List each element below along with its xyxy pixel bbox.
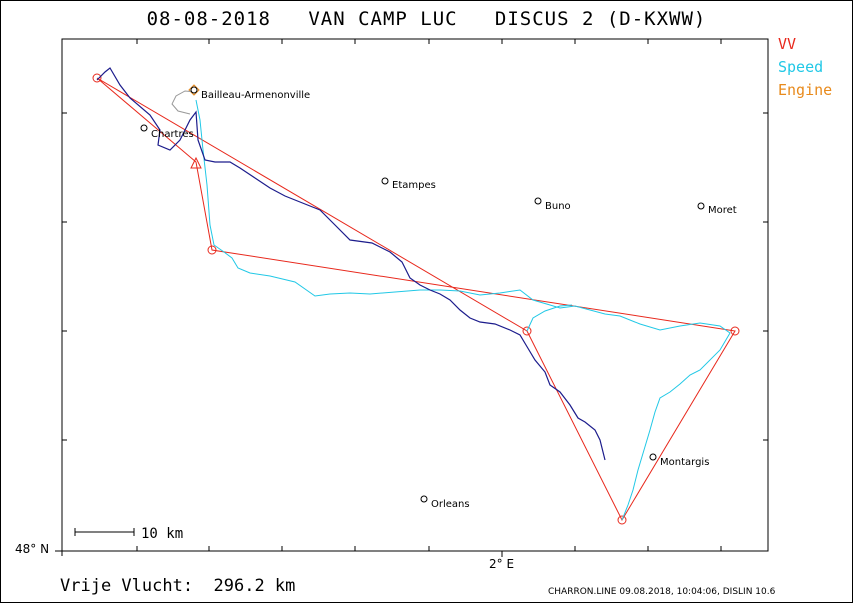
speed-track [195,99,731,521]
turnpoint-2 [730,326,740,336]
town-label-bailleau: Bailleau-Armenonville [201,90,310,101]
town-label-moret: Moret [708,205,737,216]
town-marker-orleans [420,495,428,503]
town-label-orleans: Orleans [431,499,470,510]
town-marker-moret [697,202,705,210]
town-marker-bailleau [190,86,198,94]
flight-title: 08-08-2018 VAN CAMP LUC DISCUS 2 (D-KXWW… [146,8,707,30]
legend-speed: Speed [778,58,824,76]
turnpoint-start [92,73,102,83]
town-marker-montargis [649,453,657,461]
vv-track [96,67,606,461]
engine-marker [188,84,200,96]
longitude-label: 2° E [489,557,515,571]
turnpoint-triangle [190,156,202,169]
town-label-chartres: Chartres [151,129,194,140]
turnpoint-1 [207,245,217,255]
scale-label: 10 km [141,526,184,542]
town-label-etampes: Etampes [392,180,436,191]
towns [140,86,705,503]
map-frame [61,38,769,552]
turnpoint-3 [617,515,627,525]
axis-ticks [55,39,768,557]
engine-track [171,90,197,115]
latitude-label: 48° N [15,542,50,556]
turnpoint-4 [522,326,532,336]
footer-info: CHARRON.LINE 09.08.2018, 10:04:06, DISLI… [548,587,776,597]
legend-vv: VV [778,35,797,53]
town-marker-buno [534,197,542,205]
legend-engine: Engine [778,81,833,99]
town-marker-etampes [381,177,389,185]
town-label-buno: Buno [545,201,571,212]
scale-bar [74,528,135,536]
town-marker-chartres [140,124,148,132]
free-flight-distance: Vrije Vlucht: 296.2 km [60,576,296,596]
town-label-montargis: Montargis [660,457,709,468]
